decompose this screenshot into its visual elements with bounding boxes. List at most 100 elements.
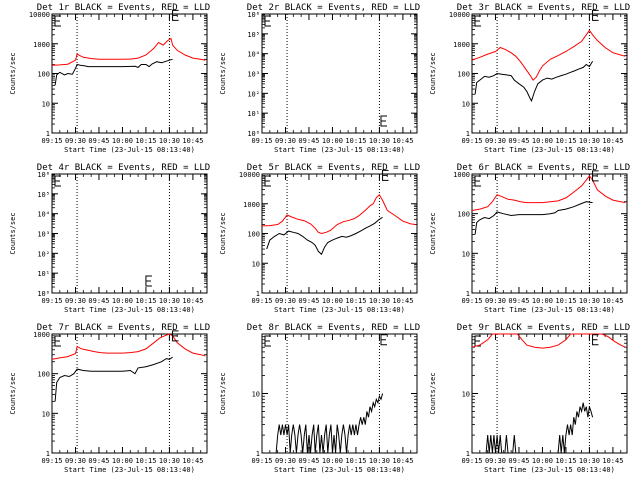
y-tick-label: 10000: [29, 11, 50, 19]
chart-panel-6: Det 6r BLACK = Events, RED = LLD 1 10 100 10…: [429, 163, 630, 314]
y-tick-label: 1: [466, 290, 470, 298]
x-tick-label: 10:30: [159, 297, 180, 305]
x-tick-label: 10:15: [555, 297, 576, 305]
plot-frame: [471, 333, 628, 454]
events-series-line: [54, 356, 173, 402]
plot-frame: [471, 173, 628, 294]
y-tick-label: 1000: [243, 201, 260, 209]
x-tick-label: 09:30: [275, 457, 296, 465]
lld-series-line: [471, 174, 626, 211]
lld-series-line: [51, 333, 206, 360]
chart-panel-9: Det 9r BLACK = Events, RED = LLD 1 10 09:15…: [429, 323, 630, 474]
y-tick-label: 1000: [453, 171, 470, 179]
x-tick-label: 10:00: [532, 137, 553, 145]
x-tick-label: 10:00: [532, 457, 553, 465]
y-axis-label: Counts/sec: [429, 52, 437, 94]
x-tick-label: 10:45: [182, 137, 203, 145]
e-marker: [380, 115, 387, 127]
y-axis-label: Counts/sec: [9, 212, 17, 254]
lld-series-line: [471, 29, 626, 81]
y-tick-label: 10⁵: [247, 31, 260, 39]
events-series-line: [275, 393, 384, 454]
chart-title: Det 7r BLACK = Events, RED = LLD: [37, 323, 210, 333]
chart-title: Det 4r BLACK = Events, RED = LLD: [37, 163, 210, 173]
x-tick-label: 10:30: [579, 137, 600, 145]
e-marker: [382, 169, 389, 181]
x-tick-label: 10:15: [555, 137, 576, 145]
chart-panel-5: Det 5r BLACK = Events, RED = LLD 1 10 100 10…: [219, 163, 420, 314]
y-tick-label: 1: [46, 450, 50, 458]
x-tick-label: 10:00: [322, 137, 343, 145]
x-tick-label: 09:30: [275, 137, 296, 145]
y-tick-label: 10²: [247, 90, 260, 98]
chart-title: Det 5r BLACK = Events, RED = LLD: [247, 163, 420, 173]
x-tick-label: 10:45: [392, 297, 413, 305]
y-tick-label: 10000: [239, 171, 260, 179]
y-tick-label: 10: [42, 100, 50, 108]
x-tick-label: 09:30: [485, 137, 506, 145]
chart-panel-8: Det 8r BLACK = Events, RED = LLD 1 10 09:15…: [219, 323, 420, 474]
y-tick-label: 100: [457, 211, 470, 219]
x-tick-label: 09:45: [508, 137, 529, 145]
y-tick-label: 10⁰: [37, 290, 50, 298]
x-tick-label: 09:15: [461, 297, 482, 305]
x-tick-label: 10:00: [112, 297, 133, 305]
x-tick-label: 10:30: [369, 137, 390, 145]
y-tick-label: 10⁶: [247, 11, 260, 19]
x-tick-label: 10:45: [602, 137, 623, 145]
y-axis-label: Counts/sec: [219, 52, 227, 94]
y-tick-label: 100: [37, 71, 50, 79]
y-axis-label: Counts/sec: [429, 212, 437, 254]
y-tick-label: 1000: [453, 41, 470, 49]
e-marker: [592, 9, 599, 21]
y-tick-label: 100: [457, 71, 470, 79]
x-tick-label: 09:15: [461, 137, 482, 145]
x-tick-label: 10:30: [579, 457, 600, 465]
x-tick-label: 10:45: [392, 457, 413, 465]
x-tick-label: 09:15: [251, 137, 272, 145]
events-series-line: [54, 58, 173, 86]
plot-frame: [51, 333, 208, 454]
x-tick-label: 09:30: [485, 457, 506, 465]
bracket-mark-left: [264, 335, 271, 347]
x-tick-label: 10:15: [135, 457, 156, 465]
x-tick-label: 09:45: [298, 137, 319, 145]
e-marker: [380, 334, 387, 346]
x-tick-label: 09:30: [65, 297, 86, 305]
chart-title: Det 2r BLACK = Events, RED = LLD: [247, 3, 420, 13]
bracket-mark-left: [474, 15, 481, 27]
x-tick-label: 10:30: [579, 297, 600, 305]
events-series-line: [266, 216, 383, 256]
x-tick-label: 09:45: [88, 297, 109, 305]
x-tick-label: 09:15: [41, 297, 62, 305]
chart-title: Det 9r BLACK = Events, RED = LLD: [457, 323, 630, 333]
x-axis-label: Start Time (23-Jul-15 08:13:40): [274, 146, 405, 154]
y-tick-label: 1000: [33, 331, 50, 339]
y-tick-label: 10⁰: [247, 130, 260, 138]
y-tick-label: 10000: [449, 11, 470, 19]
x-tick-label: 10:15: [135, 137, 156, 145]
events-series-line: [474, 201, 593, 235]
plot-frame: [261, 333, 418, 454]
chart-panel-2: Det 2r BLACK = Events, RED = LLD 10⁰ 10¹ 10…: [219, 3, 420, 154]
bracket-mark-left: [474, 175, 481, 187]
x-tick-label: 10:15: [345, 137, 366, 145]
x-tick-label: 10:15: [345, 297, 366, 305]
x-tick-label: 09:45: [298, 457, 319, 465]
x-tick-label: 10:45: [602, 297, 623, 305]
x-axis-label: Start Time (23-Jul-15 08:13:40): [484, 146, 615, 154]
chart-title: Det 1r BLACK = Events, RED = LLD: [37, 3, 210, 13]
chart-panel-7: Det 7r BLACK = Events, RED = LLD 1 10 100 10…: [9, 323, 210, 474]
y-tick-label: 1: [46, 130, 50, 138]
x-axis-label: Start Time (23-Jul-15 08:13:40): [64, 466, 195, 474]
x-tick-label: 10:45: [182, 297, 203, 305]
lld-series-line: [471, 333, 626, 349]
chart-panel-3: Det 3r BLACK = Events, RED = LLD 1 10 100 10…: [429, 3, 630, 154]
x-tick-label: 09:30: [65, 457, 86, 465]
y-tick-label: 100: [37, 371, 50, 379]
bracket-mark-left: [54, 175, 61, 187]
y-tick-label: 10: [462, 250, 470, 258]
y-axis-label: Counts/sec: [9, 372, 17, 414]
x-tick-label: 10:30: [159, 137, 180, 145]
